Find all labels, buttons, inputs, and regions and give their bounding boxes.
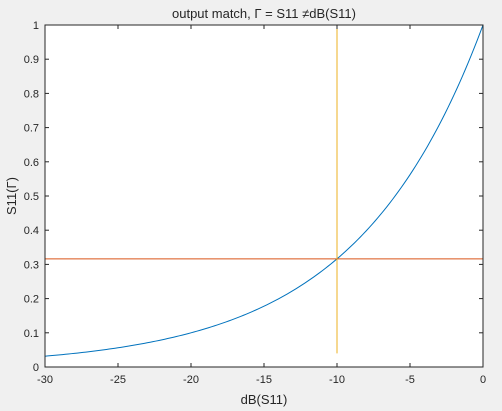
x-tick-label: 0	[480, 374, 486, 386]
y-tick-label: 0.1	[24, 328, 39, 340]
y-tick-label: 0.7	[24, 123, 39, 135]
x-tick-label: -25	[110, 374, 126, 386]
y-tick-label: 0.4	[24, 225, 39, 237]
y-tick-label: 0.2	[24, 294, 39, 306]
x-tick-label: -20	[183, 374, 199, 386]
axes-background	[45, 25, 483, 367]
y-axis-label: S11(Γ)	[4, 177, 19, 215]
chart-title: output match, Γ = S11 ≠dB(S11)	[172, 6, 356, 21]
x-tick-label: -5	[405, 374, 415, 386]
y-tick-label: 0.9	[24, 54, 39, 66]
x-axis-label: dB(S11)	[241, 392, 288, 407]
x-tick-label: -10	[329, 374, 345, 386]
y-tick-label: 0.3	[24, 259, 39, 271]
y-tick-label: 0.8	[24, 88, 39, 100]
series-layer	[44, 24, 484, 357]
y-tick-label: 1	[33, 20, 39, 32]
tick-layer: -30 -25 -20 -15 -10 -5 0 0 0.1 0.2 0.3 0.4 0.5 0.6 0.7…	[24, 20, 486, 386]
x-tick-label: -15	[256, 374, 272, 386]
y-tick-label: 0	[33, 362, 39, 374]
series-curve	[44, 24, 484, 357]
x-tick-label: -30	[37, 374, 53, 386]
y-tick-label: 0.5	[24, 191, 39, 203]
y-tick-label: 0.6	[24, 157, 39, 169]
